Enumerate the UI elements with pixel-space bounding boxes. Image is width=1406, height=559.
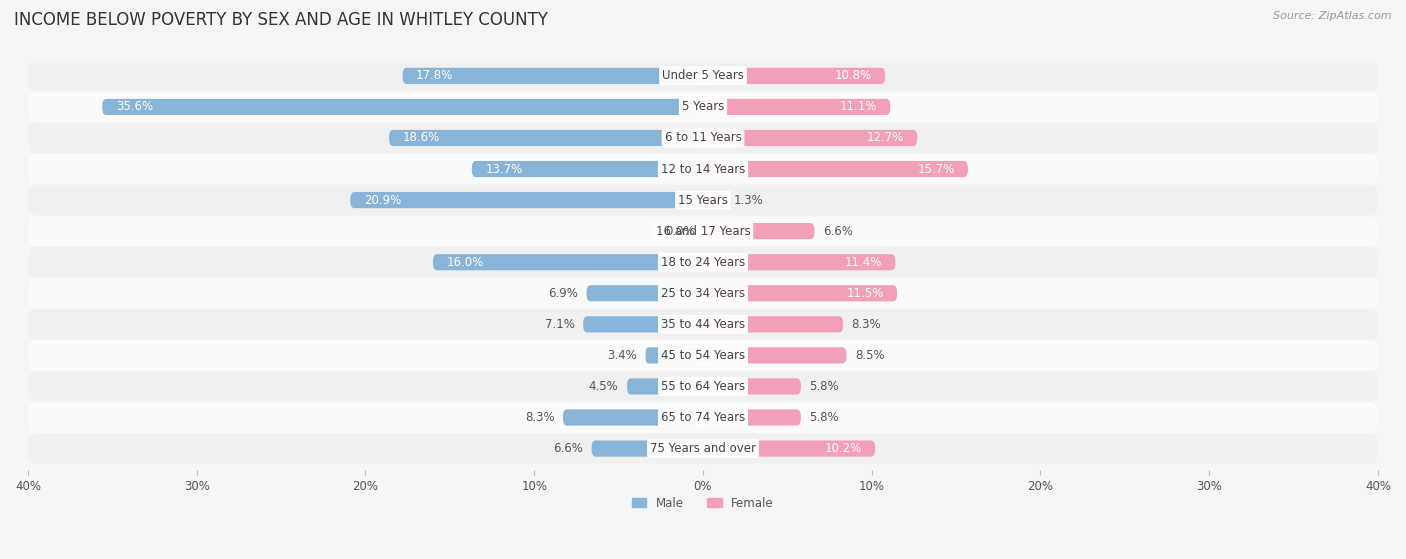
FancyBboxPatch shape bbox=[703, 347, 846, 363]
FancyBboxPatch shape bbox=[703, 99, 890, 115]
Text: 45 to 54 Years: 45 to 54 Years bbox=[661, 349, 745, 362]
FancyBboxPatch shape bbox=[28, 402, 1378, 433]
FancyBboxPatch shape bbox=[402, 68, 703, 84]
FancyBboxPatch shape bbox=[28, 185, 1378, 215]
FancyBboxPatch shape bbox=[562, 409, 703, 425]
FancyBboxPatch shape bbox=[703, 285, 897, 301]
Text: 6.6%: 6.6% bbox=[554, 442, 583, 455]
FancyBboxPatch shape bbox=[703, 378, 801, 395]
Text: 6.9%: 6.9% bbox=[548, 287, 578, 300]
Text: 6 to 11 Years: 6 to 11 Years bbox=[665, 131, 741, 144]
Text: 18 to 24 Years: 18 to 24 Years bbox=[661, 255, 745, 269]
FancyBboxPatch shape bbox=[389, 130, 703, 146]
FancyBboxPatch shape bbox=[472, 161, 703, 177]
FancyBboxPatch shape bbox=[28, 92, 1378, 122]
FancyBboxPatch shape bbox=[645, 347, 703, 363]
Text: 11.5%: 11.5% bbox=[846, 287, 883, 300]
FancyBboxPatch shape bbox=[703, 254, 896, 271]
FancyBboxPatch shape bbox=[28, 434, 1378, 463]
Text: 8.3%: 8.3% bbox=[524, 411, 554, 424]
Text: 5.8%: 5.8% bbox=[810, 380, 839, 393]
Text: 6.6%: 6.6% bbox=[823, 225, 852, 238]
Text: 20.9%: 20.9% bbox=[364, 193, 401, 207]
Legend: Male, Female: Male, Female bbox=[627, 492, 779, 514]
Text: 5.8%: 5.8% bbox=[810, 411, 839, 424]
FancyBboxPatch shape bbox=[28, 247, 1378, 277]
Text: 25 to 34 Years: 25 to 34 Years bbox=[661, 287, 745, 300]
Text: 65 to 74 Years: 65 to 74 Years bbox=[661, 411, 745, 424]
FancyBboxPatch shape bbox=[703, 440, 875, 457]
FancyBboxPatch shape bbox=[103, 99, 703, 115]
FancyBboxPatch shape bbox=[703, 68, 886, 84]
FancyBboxPatch shape bbox=[703, 192, 725, 208]
Text: 35 to 44 Years: 35 to 44 Years bbox=[661, 318, 745, 331]
FancyBboxPatch shape bbox=[28, 372, 1378, 401]
FancyBboxPatch shape bbox=[627, 378, 703, 395]
FancyBboxPatch shape bbox=[28, 61, 1378, 91]
FancyBboxPatch shape bbox=[28, 310, 1378, 339]
FancyBboxPatch shape bbox=[703, 409, 801, 425]
FancyBboxPatch shape bbox=[703, 316, 844, 333]
Text: 12.7%: 12.7% bbox=[866, 131, 904, 144]
Text: 35.6%: 35.6% bbox=[115, 101, 153, 113]
FancyBboxPatch shape bbox=[350, 192, 703, 208]
Text: 18.6%: 18.6% bbox=[402, 131, 440, 144]
Text: 10.8%: 10.8% bbox=[835, 69, 872, 82]
FancyBboxPatch shape bbox=[703, 223, 814, 239]
Text: 15.7%: 15.7% bbox=[917, 163, 955, 176]
FancyBboxPatch shape bbox=[28, 123, 1378, 153]
Text: 55 to 64 Years: 55 to 64 Years bbox=[661, 380, 745, 393]
Text: Source: ZipAtlas.com: Source: ZipAtlas.com bbox=[1274, 11, 1392, 21]
Text: 10.2%: 10.2% bbox=[824, 442, 862, 455]
Text: 16 and 17 Years: 16 and 17 Years bbox=[655, 225, 751, 238]
Text: 5 Years: 5 Years bbox=[682, 101, 724, 113]
Text: 12 to 14 Years: 12 to 14 Years bbox=[661, 163, 745, 176]
Text: 1.3%: 1.3% bbox=[734, 193, 763, 207]
FancyBboxPatch shape bbox=[28, 340, 1378, 370]
FancyBboxPatch shape bbox=[703, 130, 917, 146]
Text: 15 Years: 15 Years bbox=[678, 193, 728, 207]
FancyBboxPatch shape bbox=[28, 278, 1378, 308]
Text: 11.4%: 11.4% bbox=[845, 255, 882, 269]
Text: 8.3%: 8.3% bbox=[852, 318, 882, 331]
Text: 4.5%: 4.5% bbox=[589, 380, 619, 393]
FancyBboxPatch shape bbox=[703, 161, 967, 177]
Text: 0.0%: 0.0% bbox=[665, 225, 695, 238]
Text: 17.8%: 17.8% bbox=[416, 69, 453, 82]
Text: 13.7%: 13.7% bbox=[485, 163, 523, 176]
FancyBboxPatch shape bbox=[28, 216, 1378, 246]
Text: 75 Years and over: 75 Years and over bbox=[650, 442, 756, 455]
FancyBboxPatch shape bbox=[592, 440, 703, 457]
Text: 7.1%: 7.1% bbox=[546, 318, 575, 331]
Text: 16.0%: 16.0% bbox=[447, 255, 484, 269]
Text: 3.4%: 3.4% bbox=[607, 349, 637, 362]
FancyBboxPatch shape bbox=[433, 254, 703, 271]
FancyBboxPatch shape bbox=[586, 285, 703, 301]
Text: INCOME BELOW POVERTY BY SEX AND AGE IN WHITLEY COUNTY: INCOME BELOW POVERTY BY SEX AND AGE IN W… bbox=[14, 11, 548, 29]
Text: 8.5%: 8.5% bbox=[855, 349, 884, 362]
FancyBboxPatch shape bbox=[28, 154, 1378, 184]
Text: Under 5 Years: Under 5 Years bbox=[662, 69, 744, 82]
FancyBboxPatch shape bbox=[583, 316, 703, 333]
Text: 11.1%: 11.1% bbox=[839, 101, 877, 113]
